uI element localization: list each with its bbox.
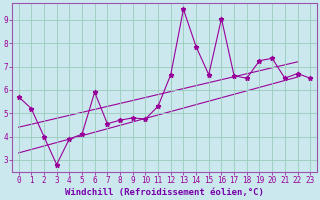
X-axis label: Windchill (Refroidissement éolien,°C): Windchill (Refroidissement éolien,°C) <box>65 188 264 197</box>
